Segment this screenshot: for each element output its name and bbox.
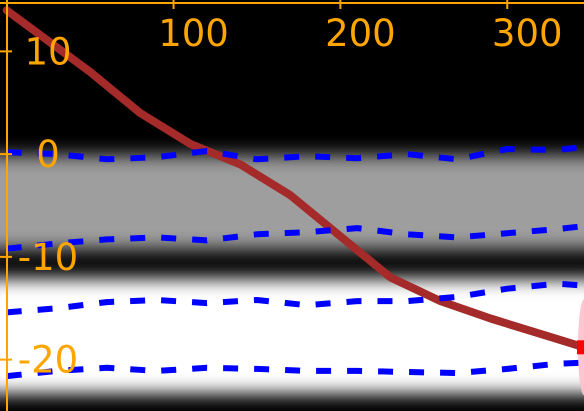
dashed-line-3 [6, 280, 584, 316]
dashed-line-1 [6, 143, 584, 163]
x-tick-label: 200 [325, 12, 396, 55]
marker-point [577, 340, 584, 355]
density-bands [0, 155, 584, 394]
y-tick-label: 0 [36, 133, 60, 176]
x-ticks: 100 200 300 [158, 0, 563, 55]
end-marker [577, 299, 584, 396]
series-layer [2, 6, 584, 380]
dashed-line-4 [6, 359, 584, 380]
x-tick-label: 300 [492, 12, 563, 55]
y-tick-label: 10 [24, 30, 71, 73]
y-tick-label: -20 [18, 339, 78, 382]
density-band-2 [0, 278, 584, 394]
y-ticks: 10 0 -10 -20 [0, 30, 78, 382]
y-tick-label: -10 [18, 236, 78, 279]
dashed-line-2 [6, 223, 584, 252]
solid-line [2, 6, 584, 352]
x-tick-label: 100 [158, 12, 229, 55]
